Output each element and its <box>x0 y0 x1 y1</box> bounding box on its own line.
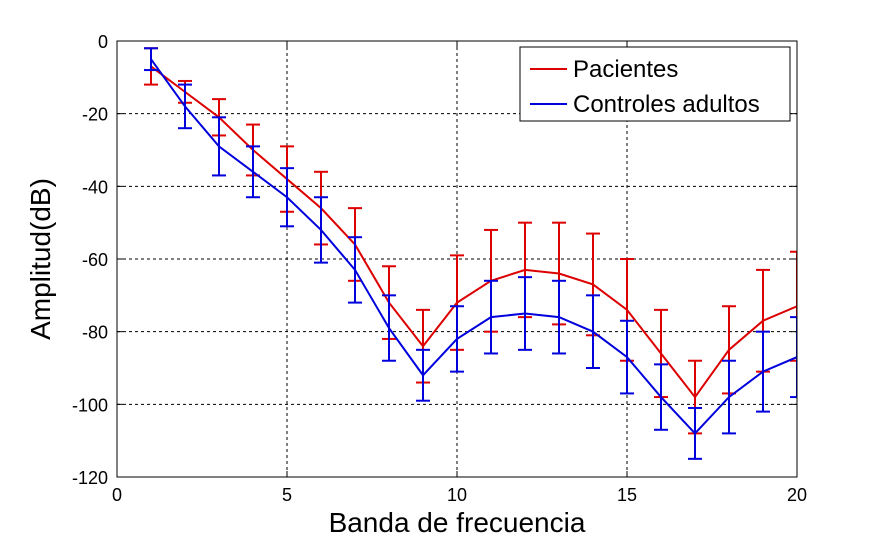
error-bar <box>620 319 634 395</box>
y-tick-label: 0 <box>98 32 108 52</box>
error-bar <box>450 305 464 373</box>
y-tick-label: -60 <box>82 250 108 270</box>
x-tick-label: 15 <box>617 485 637 505</box>
legend-label: Controles adultos <box>573 91 760 118</box>
y-tick-label: -120 <box>72 468 108 488</box>
error-bar <box>586 294 600 369</box>
y-tick-label: -80 <box>82 323 108 343</box>
error-bar <box>416 348 430 402</box>
error-bar <box>382 294 396 362</box>
error-bar <box>314 196 328 264</box>
legend-box <box>519 46 791 122</box>
x-tick-label: 5 <box>282 485 292 505</box>
series-line <box>150 65 797 399</box>
legend-label: Pacientes <box>573 56 678 83</box>
x-tick-label: 10 <box>447 485 467 505</box>
x-axis-label: Banda de frecuencia <box>329 507 586 538</box>
y-tick-label: -40 <box>82 177 108 197</box>
error-bar <box>144 47 158 72</box>
error-bar <box>756 330 770 413</box>
series-controles-adultos <box>144 47 797 460</box>
error-bar <box>178 83 192 130</box>
error-bar <box>484 279 498 355</box>
error-bar <box>518 276 532 351</box>
error-bar <box>654 363 668 431</box>
y-tick-label: -100 <box>72 395 108 415</box>
error-bar <box>348 236 362 304</box>
error-bar <box>212 116 226 177</box>
error-bar <box>280 167 294 228</box>
series-layer <box>144 47 797 460</box>
y-tick-label: -20 <box>82 105 108 125</box>
series-line <box>150 58 797 435</box>
x-tick-label: 0 <box>112 485 122 505</box>
error-bar <box>722 359 736 435</box>
axis-ticks: 0 5 10 15 20 0 -20 -40 -60 -80 -100 -120 <box>72 32 807 505</box>
x-tick-label: 20 <box>787 485 807 505</box>
error-bar <box>246 145 260 199</box>
legend: Pacientes Controles adultos <box>519 46 791 122</box>
error-bar <box>688 406 702 460</box>
y-axis-label: Amplitud(dB) <box>25 178 56 340</box>
error-bar <box>552 279 566 355</box>
